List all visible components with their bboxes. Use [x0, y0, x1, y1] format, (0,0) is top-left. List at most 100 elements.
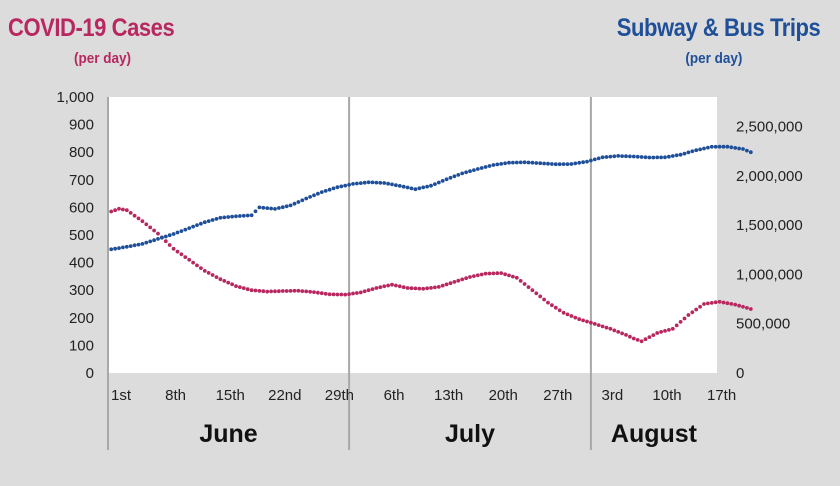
series-point	[557, 308, 562, 313]
series-point	[628, 334, 632, 339]
series-point	[397, 184, 402, 188]
series-point	[647, 155, 652, 160]
series-point	[483, 165, 488, 169]
series-point	[495, 162, 500, 167]
series-point	[581, 160, 585, 165]
x-tick-label: 10th	[652, 387, 681, 404]
series-point	[128, 211, 133, 215]
series-point	[113, 208, 117, 213]
series-point	[401, 184, 406, 189]
series-point	[261, 289, 266, 294]
left-tick-label: 1,000	[56, 89, 94, 106]
series-point	[386, 283, 390, 288]
series-point	[686, 150, 691, 155]
series-point	[109, 209, 114, 214]
series-point	[351, 182, 355, 186]
right-axis-ticks: 0 500,000 1,000,000 1,500,000 2,000,000 2,500…	[736, 119, 803, 382]
series-point	[171, 246, 176, 251]
series-point	[152, 228, 157, 233]
series-point	[518, 160, 523, 165]
x-tick-label: 20th	[489, 387, 518, 404]
series-point	[604, 325, 609, 330]
series-point	[308, 195, 312, 199]
series-point	[725, 144, 730, 149]
series-point	[585, 319, 589, 324]
series-point	[589, 158, 593, 163]
left-tick-label: 300	[69, 282, 94, 299]
series-point	[222, 279, 227, 283]
series-point	[245, 287, 250, 292]
series-point	[390, 282, 394, 287]
series-point	[600, 155, 605, 160]
series-point	[479, 272, 484, 277]
series-point	[538, 161, 543, 166]
month-label: August	[611, 420, 698, 448]
series-point	[366, 180, 371, 185]
series-point	[565, 162, 570, 167]
series-point	[659, 330, 663, 334]
series-point	[421, 286, 426, 291]
series-point	[448, 175, 453, 180]
series-point	[218, 277, 223, 282]
series-point	[253, 288, 258, 293]
series-point	[109, 247, 114, 252]
series-point	[651, 155, 656, 160]
series-point	[199, 221, 203, 226]
series-point	[733, 302, 738, 307]
series-point	[624, 154, 628, 159]
series-point	[733, 146, 738, 150]
series-point	[698, 304, 702, 309]
series-point	[663, 155, 667, 160]
series-point	[136, 216, 141, 221]
x-tick-label: 8th	[165, 387, 186, 404]
left-axis-title: COVID-19 Cases	[8, 14, 175, 42]
series-point	[187, 257, 192, 262]
series-point	[538, 294, 543, 299]
series-point	[284, 204, 289, 209]
series-point	[374, 286, 379, 290]
series-point	[682, 151, 687, 156]
series-point	[405, 286, 410, 290]
series-point	[429, 286, 433, 290]
series-point	[456, 278, 461, 283]
x-tick-label: 13th	[434, 387, 463, 404]
series-point	[214, 217, 219, 221]
series-point	[674, 323, 679, 328]
series-point	[612, 328, 617, 333]
series-subway-bus-trips	[109, 144, 753, 252]
series-point	[362, 180, 367, 185]
series-point	[175, 249, 180, 254]
plot-area	[108, 97, 717, 373]
series-point	[261, 205, 266, 210]
series-point	[464, 276, 468, 281]
series-point	[171, 232, 176, 236]
series-point	[413, 286, 418, 291]
gridlines	[107, 97, 592, 450]
series-point	[550, 162, 554, 166]
series-point	[596, 156, 601, 161]
series-point	[631, 154, 636, 159]
series-point	[670, 326, 675, 331]
series-point	[748, 307, 753, 311]
series-point	[327, 292, 332, 297]
series-point	[202, 220, 207, 225]
series-point	[148, 225, 153, 230]
series-point	[557, 162, 562, 167]
series-point	[612, 154, 617, 159]
series-point	[546, 300, 550, 305]
series-point	[448, 281, 453, 286]
series-point	[702, 302, 706, 306]
series-point	[635, 338, 640, 342]
series-point	[491, 271, 496, 276]
series-point	[199, 266, 203, 270]
series-point	[511, 160, 515, 165]
series-point	[296, 200, 301, 204]
series-point	[296, 288, 301, 293]
series-point	[382, 181, 387, 185]
series-point	[128, 244, 133, 249]
series-point	[152, 238, 157, 243]
series-point	[472, 168, 476, 173]
series-point	[273, 289, 277, 294]
series-point	[682, 316, 687, 321]
series-point	[210, 273, 215, 277]
